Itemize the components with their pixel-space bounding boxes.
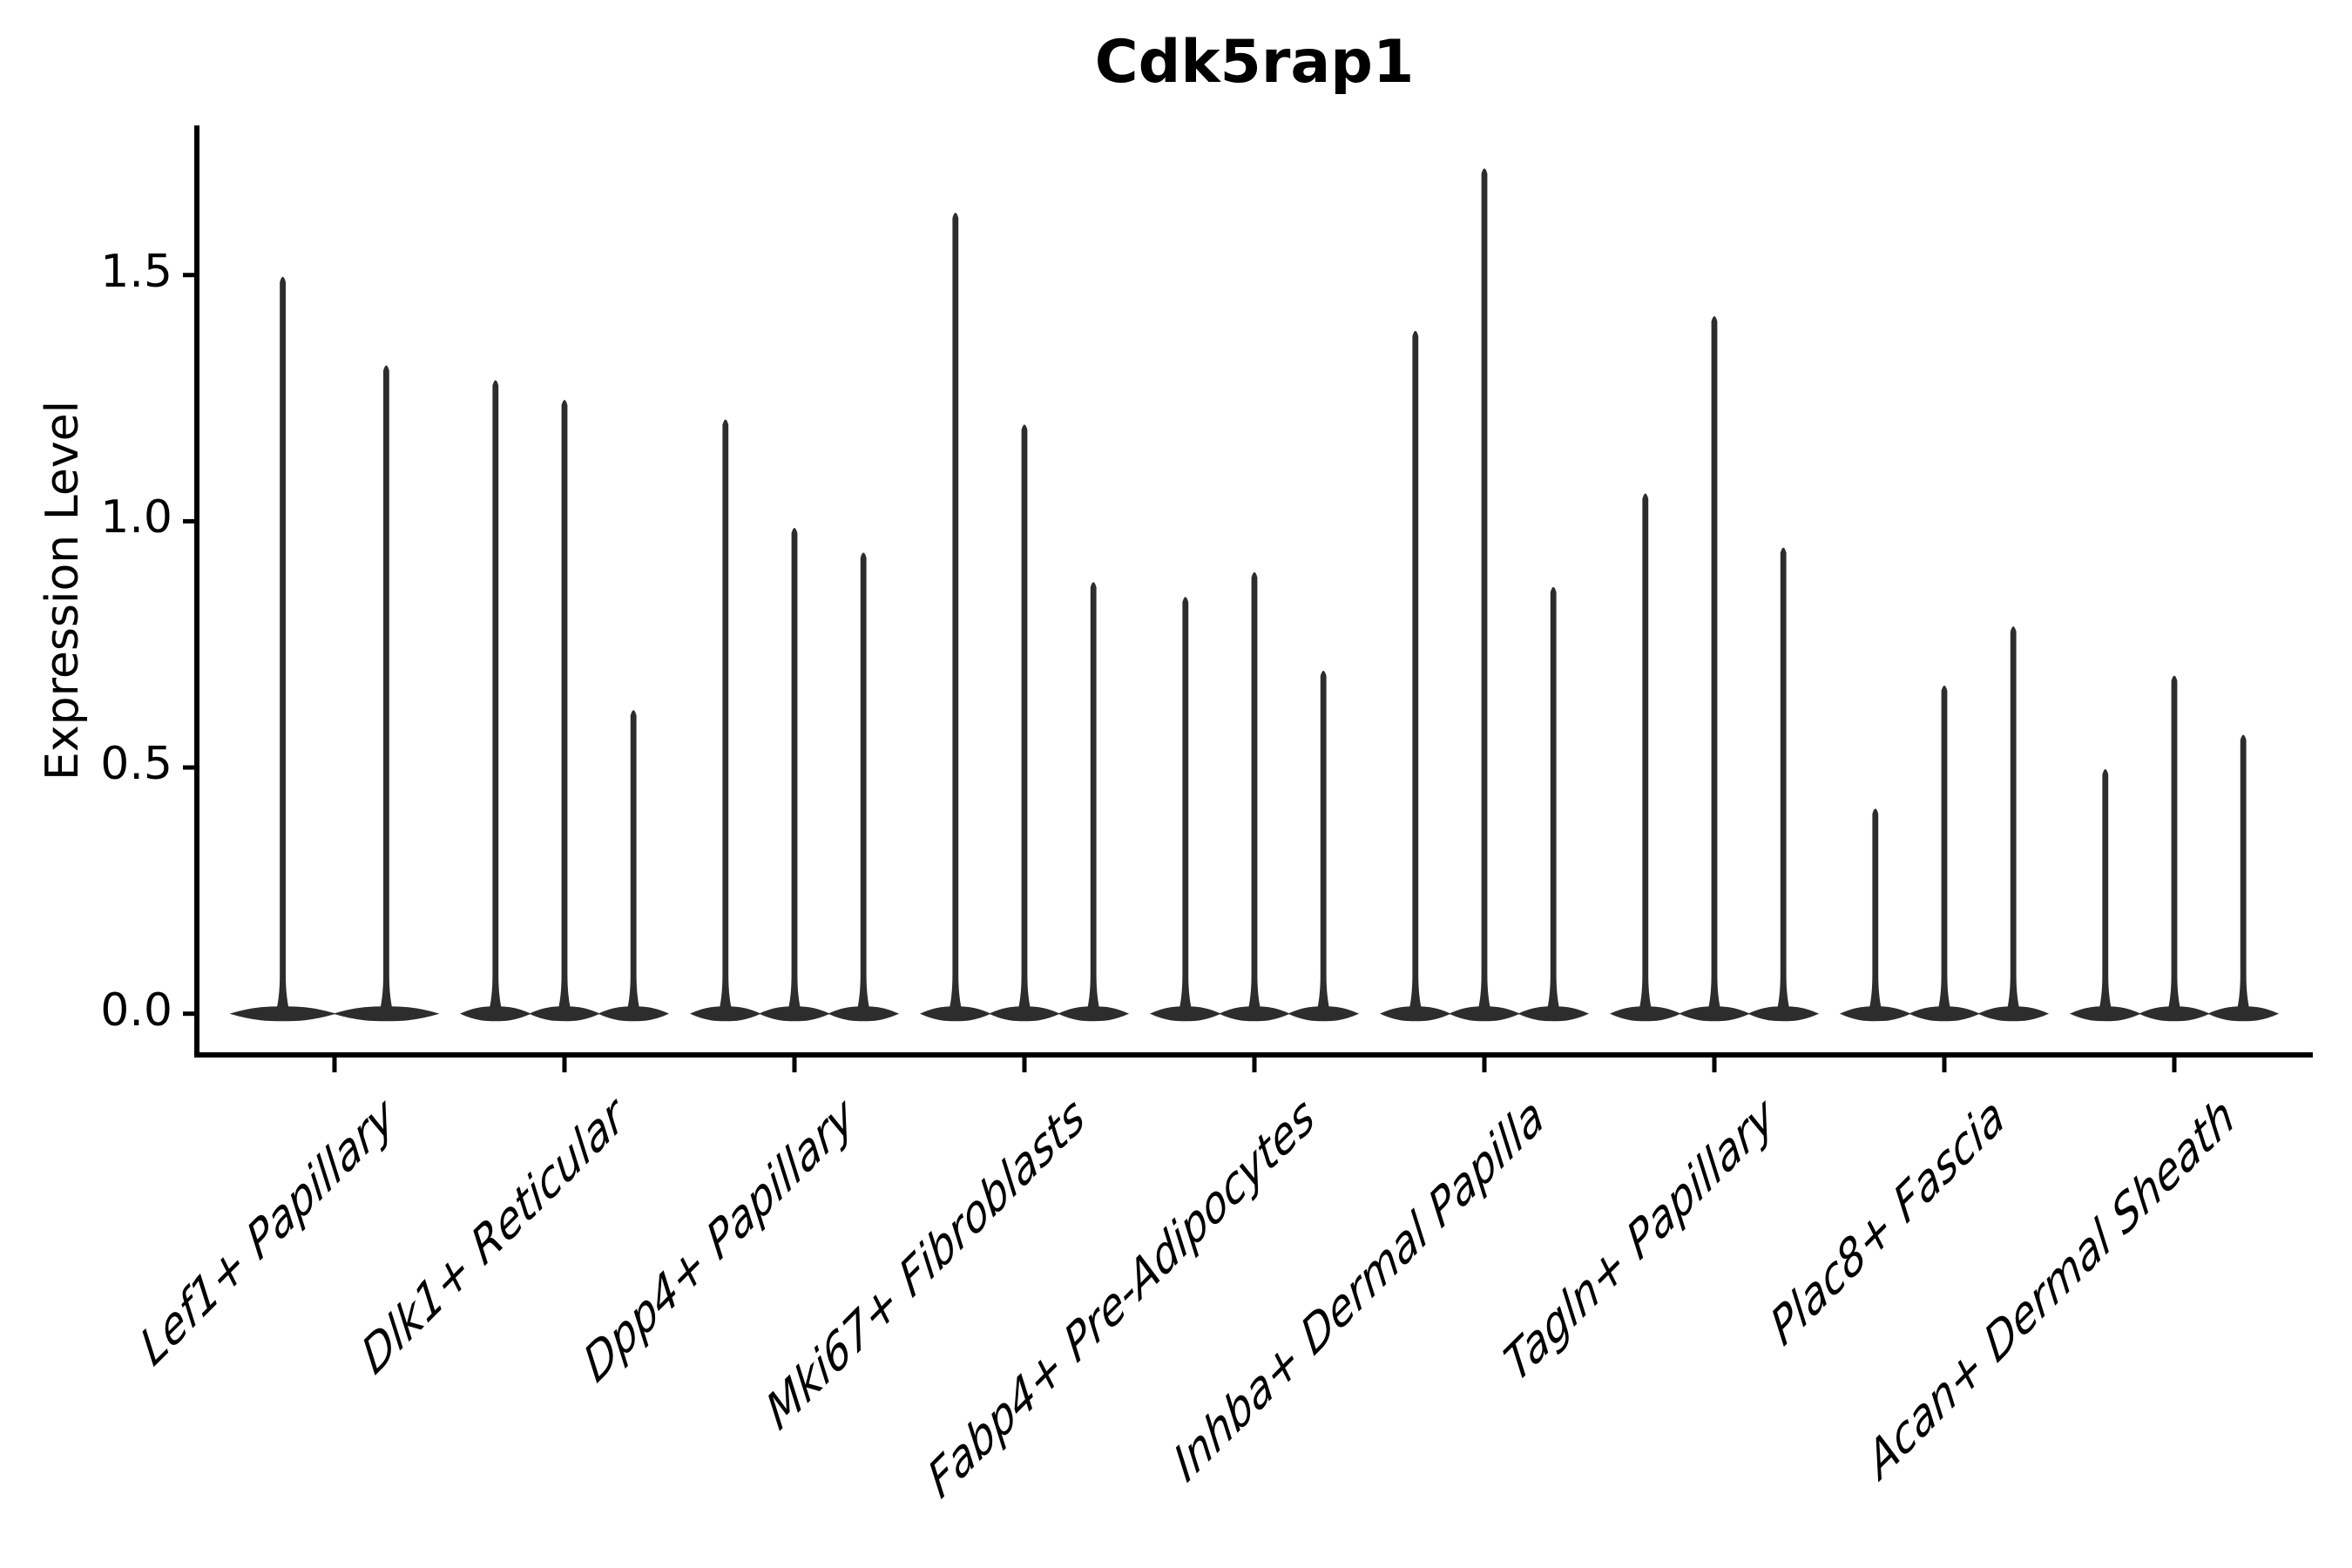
violin-spike xyxy=(1775,547,1791,1014)
violin-spike xyxy=(2005,626,2021,1014)
violin-spike xyxy=(1936,685,1952,1014)
chart-title: Cdk5rap1 xyxy=(1094,28,1415,97)
violin-group xyxy=(919,213,1130,1022)
violin-group xyxy=(689,419,900,1022)
violin-group xyxy=(1379,168,1590,1022)
violin-group xyxy=(459,380,670,1022)
violin-spike xyxy=(1017,424,1032,1014)
violin-spike xyxy=(1178,597,1193,1014)
violin-group xyxy=(1609,315,1820,1022)
y-tick-label: 0.0 xyxy=(100,983,172,1037)
violin-spike xyxy=(275,276,291,1014)
violin-spike xyxy=(855,552,871,1014)
violin-spike xyxy=(1477,168,1492,1014)
y-tick-label: 0.5 xyxy=(100,738,172,791)
violin-spike xyxy=(787,528,802,1014)
violin-spike xyxy=(1085,582,1101,1014)
violin-spike xyxy=(1707,315,1722,1014)
violin-spike xyxy=(488,380,504,1014)
violin-spike xyxy=(378,365,394,1014)
y-tick-label: 1.5 xyxy=(100,245,172,298)
violin-spike xyxy=(718,419,733,1014)
violin-spike xyxy=(2098,769,2113,1014)
violin-spike xyxy=(1408,330,1423,1014)
violin-spike xyxy=(1545,586,1561,1014)
y-tick-label: 1.0 xyxy=(100,491,172,544)
violin-spike xyxy=(625,710,641,1014)
violin-spike xyxy=(1868,808,1883,1014)
violin-group xyxy=(1839,626,2050,1022)
violin-spike xyxy=(1247,571,1262,1014)
violin-group xyxy=(2069,675,2280,1022)
violin-spike xyxy=(948,213,963,1014)
violin-group xyxy=(1149,571,1360,1022)
violin-spike xyxy=(2166,675,2182,1014)
violin-group xyxy=(229,276,440,1022)
violin-spike xyxy=(2235,734,2251,1014)
violin-spike xyxy=(1638,493,1653,1014)
violin-spike xyxy=(1315,670,1331,1014)
violin-spike xyxy=(557,400,572,1014)
